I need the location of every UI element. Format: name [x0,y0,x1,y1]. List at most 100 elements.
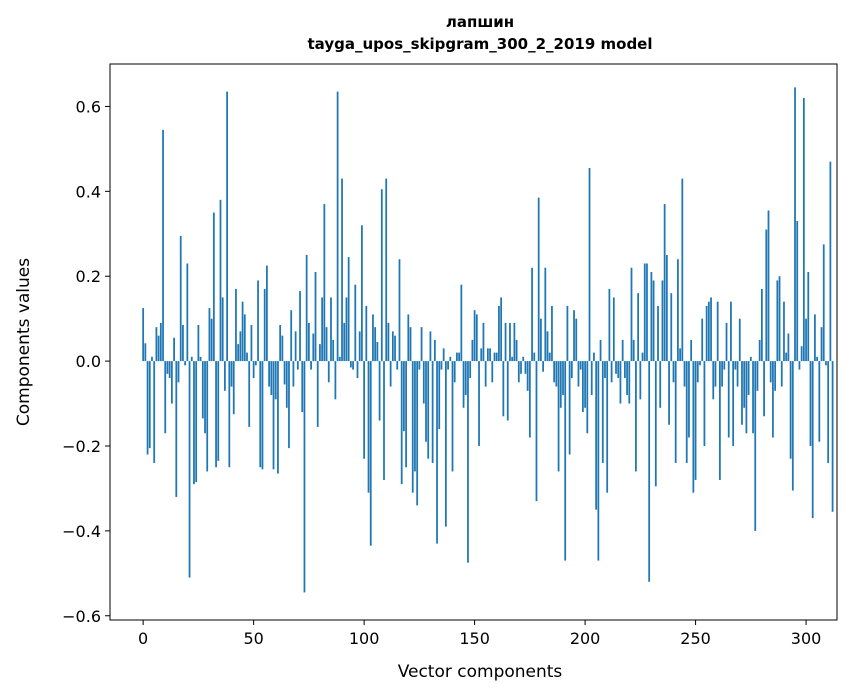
bar [802,97,805,362]
bar [228,361,231,468]
bar [199,356,202,362]
bar [831,361,834,512]
bar [579,361,582,370]
bar [593,352,595,362]
bar [438,361,441,430]
bar [383,361,385,480]
bar [723,361,726,370]
bar [332,339,335,362]
bar [654,361,657,487]
bar [517,361,520,383]
bar [266,265,268,362]
bar [403,361,405,432]
bar [710,297,712,362]
bar [652,280,655,362]
bar [639,361,642,400]
bar [679,348,681,362]
bar [159,322,162,362]
bar [493,352,496,362]
bar [272,361,275,470]
bar [798,361,801,370]
bar [626,361,628,396]
bar [190,356,193,362]
bar [241,301,244,362]
x-tick-label: 200 [570,629,601,648]
bar [215,361,217,468]
y-tick-label: 0.2 [76,267,101,286]
bar [206,361,209,472]
bar [365,305,368,362]
bar [542,361,544,372]
bar [170,361,173,404]
bar [730,301,732,362]
bar [319,344,321,362]
bar [703,361,706,446]
bar [250,325,253,362]
bar [489,348,491,362]
bar [725,322,728,362]
x-tick-label: 250 [680,629,711,648]
bar [531,267,533,362]
bar [765,229,768,362]
bar [486,348,489,362]
bar [398,259,401,362]
bar [825,361,827,366]
bar [694,361,697,480]
bar [548,352,551,362]
bar [502,361,505,417]
bar [347,257,350,362]
bar [800,346,803,362]
bar [617,361,620,379]
bar [787,333,790,362]
bar [760,288,763,362]
bar [564,361,567,561]
bar [754,361,757,531]
bar [632,339,635,362]
bar [254,361,257,366]
bar [146,361,149,455]
bar [630,267,633,362]
bar [296,361,299,370]
bar [749,356,752,362]
bar [546,331,549,362]
x-tick-label: 50 [243,629,263,648]
bar [303,361,306,593]
bar [665,254,668,362]
bar [219,199,222,362]
bar [407,314,410,362]
bar [557,361,560,472]
bar [743,361,746,408]
bar [805,318,807,362]
bar [741,361,743,425]
bar [334,361,337,400]
bar [734,361,737,370]
bar [566,305,569,362]
bar [820,327,823,362]
bar [769,361,772,383]
bar [372,314,374,362]
bar [270,361,273,396]
y-tick-label: 0.4 [76,182,101,201]
bar [756,361,759,391]
bar [142,308,145,362]
bar [387,322,390,362]
bar [179,235,182,362]
bar [345,297,348,362]
bar [208,308,211,362]
bar [721,361,723,387]
bar [663,204,666,362]
bar [416,361,419,506]
bar [442,348,445,362]
bar [323,204,326,362]
bar [462,361,465,408]
bar [478,361,480,446]
bar [155,327,158,362]
bar [699,361,701,366]
bar [212,212,215,362]
bar [582,361,584,413]
bar [608,288,611,362]
bar [374,327,377,362]
bar [299,291,301,362]
bar [230,361,233,387]
bar [712,361,715,400]
